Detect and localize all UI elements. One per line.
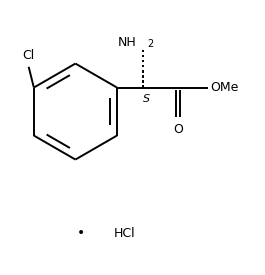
Text: Cl: Cl <box>23 49 35 62</box>
Text: NH: NH <box>118 36 136 49</box>
Text: O: O <box>173 123 183 136</box>
Text: 2: 2 <box>148 39 154 49</box>
Text: HCl: HCl <box>114 227 135 240</box>
Text: OMe: OMe <box>210 81 239 94</box>
Text: •: • <box>77 227 85 241</box>
Text: S: S <box>143 94 150 104</box>
